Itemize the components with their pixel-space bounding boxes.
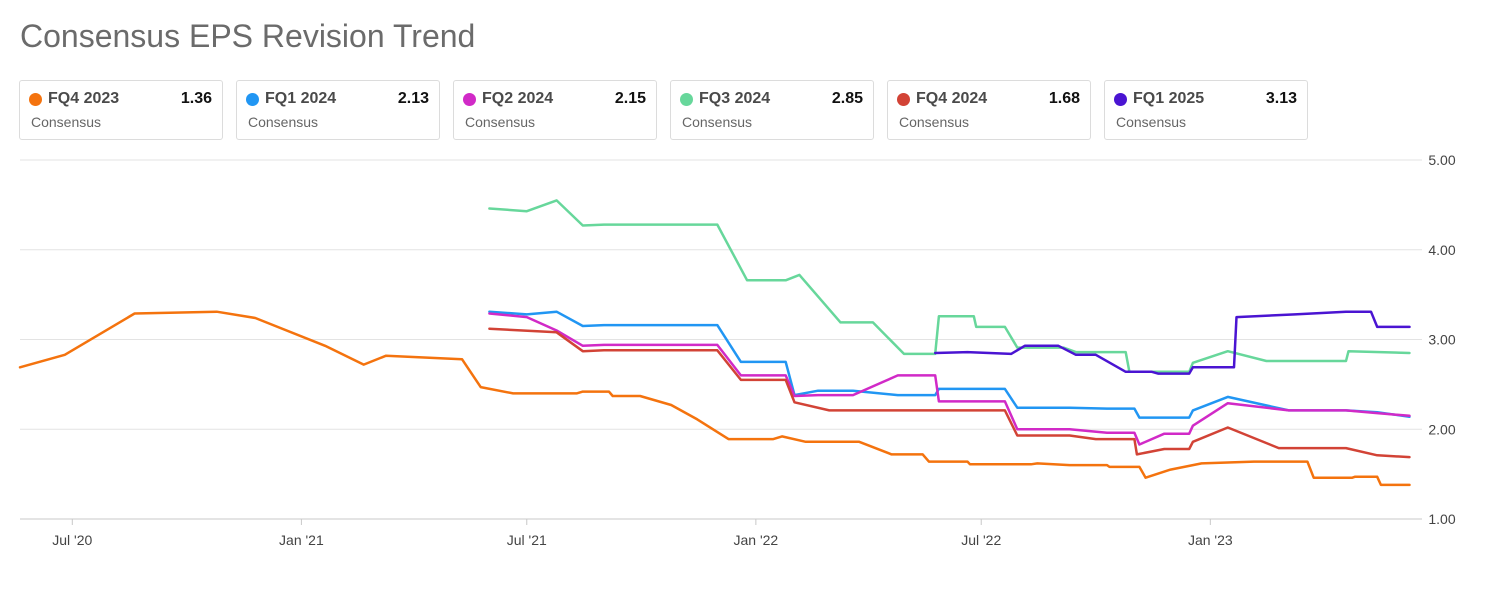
legend-series-name: FQ4 2023 — [48, 90, 120, 107]
legend-series-sublabel: Consensus — [899, 114, 970, 130]
legend-card[interactable]: FQ1 2024 2.13 Consensus — [236, 80, 440, 140]
chart-title: Consensus EPS Revision Trend — [20, 18, 476, 54]
legend-series-name: FQ1 2025 — [1133, 90, 1205, 107]
x-tick-label: Jul '22 — [961, 532, 1001, 548]
legend-card[interactable]: FQ1 2025 3.13 Consensus — [1104, 80, 1308, 140]
legend-dot-icon — [1114, 93, 1127, 106]
legend-dot-icon — [246, 93, 259, 106]
legend-series-value: 2.15 — [614, 90, 646, 107]
legend-card[interactable]: FQ2 2024 2.15 Consensus — [453, 80, 657, 140]
legend-dot-icon — [897, 93, 910, 106]
legend-series-name: FQ1 2024 — [265, 90, 337, 107]
legend-dot-icon — [680, 93, 693, 106]
legend-series-sublabel: Consensus — [682, 114, 753, 130]
x-tick-label: Jul '21 — [507, 532, 547, 548]
legend-series-name: FQ3 2024 — [699, 90, 771, 107]
y-tick-label: 3.00 — [1428, 332, 1455, 348]
series-line-fq2-2024 — [488, 312, 1411, 446]
legend-series-name: FQ2 2024 — [482, 90, 554, 107]
series-line-fq1-2025 — [933, 310, 1411, 375]
series-line-fq4-2024 — [488, 327, 1411, 459]
legend-card[interactable]: FQ4 2023 1.36 Consensus — [19, 80, 223, 140]
series-line-fq4-2023 — [18, 310, 1411, 487]
legend-series-sublabel: Consensus — [465, 114, 536, 130]
x-tick-label: Jan '23 — [1188, 532, 1233, 548]
y-tick-label: 2.00 — [1428, 421, 1455, 437]
y-tick-label: 1.00 — [1428, 511, 1455, 527]
y-tick-label: 4.00 — [1428, 242, 1455, 258]
x-tick-label: Jan '21 — [279, 532, 324, 548]
legend-dot-icon — [29, 93, 42, 106]
legend-dot-icon — [463, 93, 476, 106]
x-tick-label: Jul '20 — [52, 532, 92, 548]
legend-card[interactable]: FQ3 2024 2.85 Consensus — [670, 80, 874, 140]
series-line-fq1-2024 — [488, 310, 1411, 419]
legend-series-sublabel: Consensus — [248, 114, 319, 130]
legend-series-value: 1.68 — [1048, 90, 1080, 107]
legend-series-value: 1.36 — [180, 90, 212, 107]
legend-series-value: 2.85 — [831, 90, 863, 107]
y-tick-label: 5.00 — [1428, 152, 1455, 168]
legend-series-value: 2.13 — [397, 90, 429, 107]
legend-series-sublabel: Consensus — [1116, 114, 1187, 130]
legend-series-name: FQ4 2024 — [916, 90, 988, 107]
legend-series-sublabel: Consensus — [31, 114, 102, 130]
x-tick-label: Jan '22 — [734, 532, 779, 548]
legend-series-value: 3.13 — [1265, 90, 1297, 107]
series-line-fq3-2024 — [488, 199, 1411, 374]
legend-card[interactable]: FQ4 2024 1.68 Consensus — [887, 80, 1091, 140]
